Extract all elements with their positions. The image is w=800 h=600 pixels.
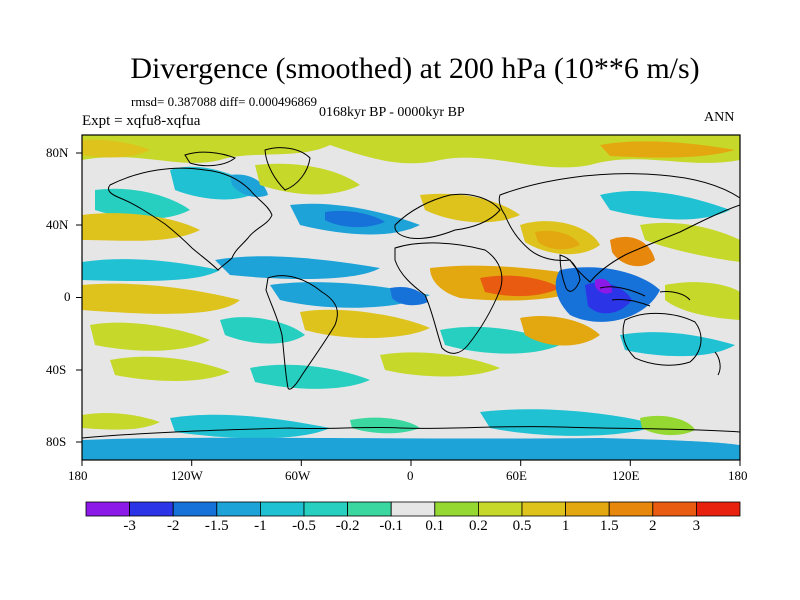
coastline-africa [394,242,503,354]
lat-tick-label: 80S [46,434,67,449]
colorbar-swatch [347,501,392,517]
colorbar-swatch [696,501,741,517]
lat-tick-label: 80N [46,145,69,160]
contour-negative [480,409,660,436]
contour-negative [220,317,305,344]
colorbar-label: 0.5 [512,518,532,534]
contour-positive [110,356,230,381]
coastline-new-zealand [714,351,721,376]
lon-tick-label: 0 [407,468,414,483]
coastline-greenland [264,147,311,191]
coastline-south-america [265,275,338,390]
colorbar-label: -1.5 [204,518,229,534]
contour-negative [230,174,268,197]
contour-positive [520,315,600,346]
colorbar-label: -2 [166,518,180,534]
contour-positive [380,352,500,377]
colorbar-swatch [259,501,305,517]
contour-positive [82,412,160,430]
coastline-arctic-islands [184,151,236,167]
contour-negative [170,414,330,439]
lon-tick-label: 60W [285,468,311,483]
contour-positive [90,322,210,351]
contour-positive [255,163,360,195]
colorbar-swatch [390,501,436,517]
coastline-europe [394,193,501,239]
lat-tick-label: 40S [46,362,67,377]
contour-negative [82,259,220,281]
colorbar-swatch [477,501,523,517]
colorbar-swatch [303,501,348,517]
contour-negative [170,166,260,200]
contour-negative [390,286,428,306]
colorbar-label: 3 [692,518,701,534]
lat-tick-label: 0 [64,289,71,304]
lon-tick-label: 60E [506,468,527,483]
coastline-indonesia [599,286,691,307]
experiment-text: Expt = xqfu8-xqfua [82,113,201,129]
coastlines [82,147,740,439]
colorbar-label: -0.2 [335,518,360,534]
contour-positive [665,282,740,320]
contour-negative [350,417,420,434]
colorbar-swatch [216,501,261,517]
coastline-asia [498,173,740,283]
colorbar-swatch [85,501,130,517]
colorbar-label: 0.2 [469,518,488,534]
time-period-text: 0168kyr BP - 0000kyr BP [319,105,465,120]
contour-negative [82,437,740,460]
contour-positive [640,415,695,436]
colorbar-swatch [172,501,218,517]
colorbar-label: -0.5 [292,518,316,534]
contour-positive [82,135,740,168]
colorbar-swatch [652,501,697,517]
contour-negative [585,282,632,314]
contour-positive [300,309,430,338]
lat-tick-label: 40N [46,217,69,232]
colorbar-swatch [565,501,610,517]
colorbar-label: 2 [649,518,657,534]
contour-negative [440,326,560,354]
contour-negative [600,190,730,220]
divergence-contour-fields [82,135,740,460]
contour-positive [82,283,240,314]
contour-negative [95,188,190,219]
coastline-india [559,254,581,292]
contour-negative [215,256,380,280]
coastline-north-america [107,167,273,271]
map-title: Divergence (smoothed) at 200 hPa (10**6 … [130,52,700,85]
season-label: ANN [704,110,735,125]
contour-positive [640,222,740,262]
coastline-antarctica [82,426,740,439]
colorbar-label: 1 [561,518,570,534]
colorbar-swatch [608,501,654,517]
colorbar-label: 0.1 [425,518,445,534]
lon-tick-label: 120E [612,468,640,483]
colorbar-swatch [129,501,174,517]
colorbar [85,501,741,517]
contour-negative [620,332,735,357]
lon-tick-label: 120W [171,468,203,483]
coastline-australia [622,312,702,366]
contour-negative [325,210,385,228]
contour-positive [82,213,200,241]
lon-tick-label: 180 [68,468,88,483]
contour-negative [270,282,430,308]
colorbar-swatch [434,501,479,517]
contour-positive [535,230,580,250]
rmsd-diff-text: rmsd= 0.387088 diff= 0.000496869 [131,94,317,109]
axis-ticks [76,152,741,466]
colorbar-label: -0.1 [379,518,404,534]
colorbar-swatch [521,501,566,517]
lon-tick-label: 180 [728,468,748,483]
contour-negative [250,364,370,389]
contour-positive [82,139,150,158]
colorbar-label: 1.5 [599,518,619,534]
contour-positive [600,141,735,158]
contour-negative [595,278,612,294]
colorbar-label: -3 [123,518,136,534]
colorbar-label: -1 [254,518,267,534]
